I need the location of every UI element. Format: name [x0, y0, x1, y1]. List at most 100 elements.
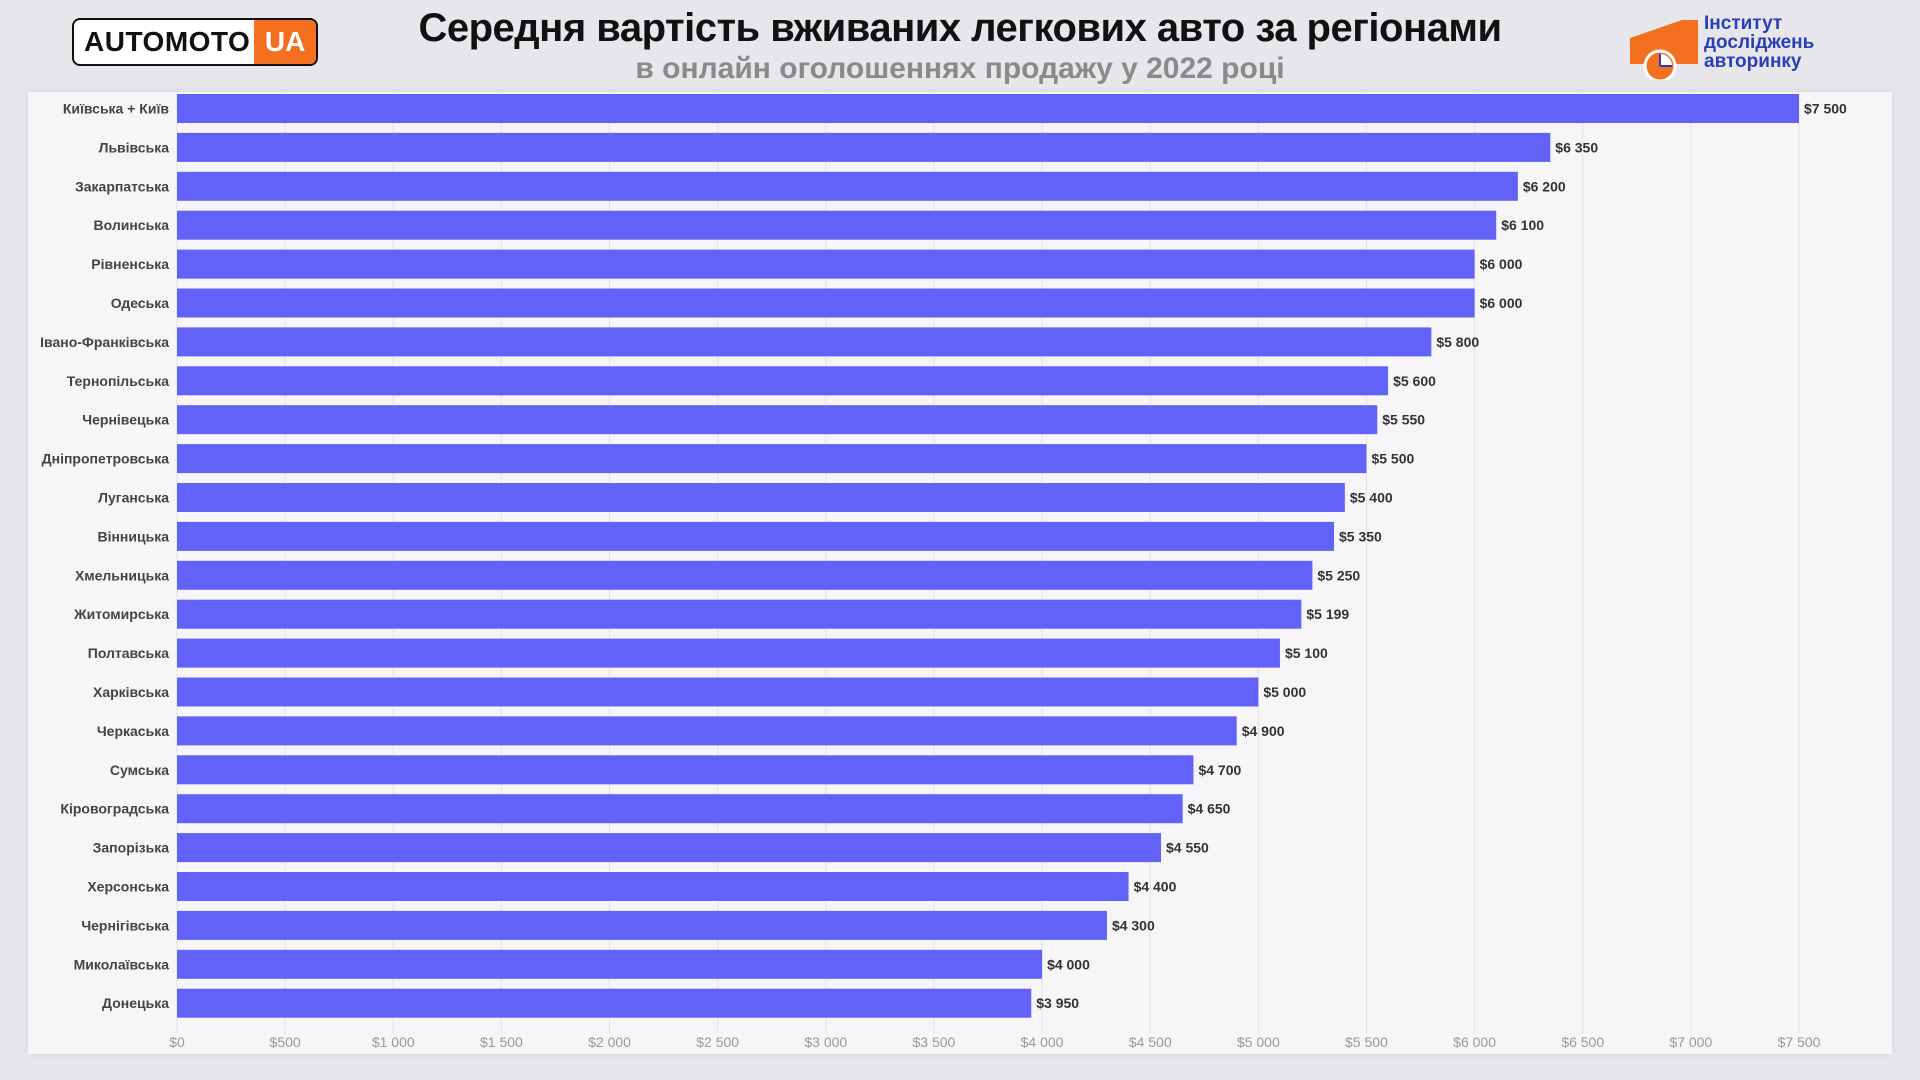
bar: [177, 677, 1259, 707]
value-label: $6 350: [1555, 139, 1598, 155]
header: AUTOMOTO UA Середня вартість вживаних ле…: [0, 0, 1920, 92]
value-label: $5 550: [1382, 412, 1425, 428]
bar: [177, 872, 1129, 901]
x-tick-label: $3 000: [804, 1034, 847, 1050]
category-label: Запорізька: [93, 840, 170, 856]
x-tick-label: $4 500: [1129, 1034, 1172, 1050]
page-subtitle: в онлайн оголошеннях продажу у 2022 році: [635, 52, 1285, 85]
bar: [177, 560, 1313, 590]
value-label: $6 200: [1523, 178, 1566, 194]
category-label: Львівська: [99, 139, 170, 155]
category-label: Волинська: [94, 217, 170, 233]
institute-logo-line-1: Інститут: [1704, 13, 1783, 34]
x-tick-label: $4 000: [1021, 1034, 1064, 1050]
bar: [177, 521, 1335, 551]
bars: Київська + Київ $7 500 Львівська $6 350 Зака…: [40, 94, 1847, 1018]
logo-text: AUTOMOTO: [84, 26, 251, 57]
category-label: Одеська: [111, 295, 169, 311]
x-tick-label: $7 500: [1778, 1034, 1821, 1050]
institute-logo-line-2: досліджень: [1704, 32, 1815, 53]
value-label: $4 550: [1166, 840, 1209, 856]
bar: [177, 366, 1389, 396]
category-label: Харківська: [93, 684, 169, 700]
value-label: $5 500: [1371, 451, 1414, 467]
category-label: Херсонська: [87, 879, 169, 895]
logo-suffix: UA: [254, 20, 316, 64]
bar: [177, 910, 1107, 940]
bar: [177, 833, 1162, 863]
x-tick-label: $2 000: [588, 1034, 631, 1050]
value-label: $4 900: [1242, 723, 1285, 739]
category-label: Чернігівська: [81, 917, 169, 933]
institute-logo-line-3: авторинку: [1704, 51, 1802, 72]
category-label: Кіровоградська: [60, 801, 169, 817]
value-label: $5 199: [1306, 606, 1349, 622]
bar: [177, 988, 1032, 1018]
page-title: Середня вартість вживаних легкових авто …: [418, 6, 1502, 50]
value-label: $6 000: [1480, 256, 1523, 272]
bar: [177, 716, 1237, 746]
x-tick-label: $1 000: [372, 1034, 415, 1050]
value-label: $4 000: [1047, 956, 1090, 972]
bar: [177, 483, 1345, 512]
x-tick-label: $500: [270, 1034, 301, 1050]
value-label: $6 100: [1501, 217, 1544, 233]
category-label: Дніпропетровська: [42, 451, 170, 467]
value-label: $3 950: [1036, 995, 1079, 1011]
value-label: $5 350: [1339, 528, 1382, 544]
bar: [177, 444, 1367, 474]
value-label: $4 650: [1188, 801, 1231, 817]
x-tick-label: $5 500: [1345, 1034, 1388, 1050]
bar: [177, 249, 1475, 279]
category-label: Закарпатська: [75, 178, 169, 194]
category-label: Івано-Франківська: [40, 334, 169, 350]
value-label: $7 500: [1804, 101, 1847, 117]
value-label: $5 250: [1317, 567, 1360, 583]
value-label: $5 600: [1393, 373, 1436, 389]
bar: [177, 405, 1378, 435]
x-tick-label: $6 000: [1453, 1034, 1496, 1050]
category-label: Полтавська: [88, 645, 169, 661]
x-axis-ticks: $0 $500 $1 000 $1 500 $2 000 $2 500 $3 000 $3 5…: [169, 1034, 1820, 1050]
category-label: Луганська: [98, 490, 169, 506]
bar: [177, 327, 1432, 357]
x-tick-label: $1 500: [480, 1034, 523, 1050]
category-label: Донецька: [102, 995, 169, 1011]
bar: [177, 599, 1302, 629]
value-label: $5 800: [1436, 334, 1479, 350]
bar: [177, 794, 1183, 824]
category-label: Рівненська: [91, 256, 169, 272]
automoto-logo: AUTOMOTO UA: [72, 18, 318, 66]
x-tick-label: $0: [169, 1034, 185, 1050]
bar: [177, 755, 1194, 785]
value-label: $4 300: [1112, 917, 1155, 933]
bar: [177, 171, 1518, 201]
x-tick-label: $2 500: [696, 1034, 739, 1050]
category-label: Тернопільська: [67, 373, 169, 389]
category-label: Житомирська: [73, 606, 169, 622]
bar: [177, 94, 1799, 123]
bar: [177, 638, 1280, 668]
value-label: $4 700: [1198, 762, 1241, 778]
category-label: Хмельницька: [75, 567, 169, 583]
category-label: Київська + Київ: [63, 101, 170, 117]
category-label: Черкаська: [97, 723, 169, 739]
value-label: $6 000: [1480, 295, 1523, 311]
value-label: $5 000: [1263, 684, 1306, 700]
x-tick-label: $7 000: [1669, 1034, 1712, 1050]
institute-logo-icon: [1630, 20, 1698, 80]
category-label: Чернівецька: [82, 412, 169, 428]
value-label: $4 400: [1134, 879, 1177, 895]
bar: [177, 288, 1475, 318]
value-label: $5 400: [1350, 490, 1393, 506]
bar: [177, 210, 1497, 240]
value-label: $5 100: [1285, 645, 1328, 661]
category-label: Вінницька: [97, 528, 169, 544]
category-label: Миколаївська: [74, 956, 170, 972]
bar: [177, 132, 1551, 162]
x-tick-label: $6 500: [1561, 1034, 1604, 1050]
bar: [177, 949, 1043, 979]
category-label: Сумська: [110, 762, 169, 778]
x-tick-label: $5 000: [1237, 1034, 1280, 1050]
